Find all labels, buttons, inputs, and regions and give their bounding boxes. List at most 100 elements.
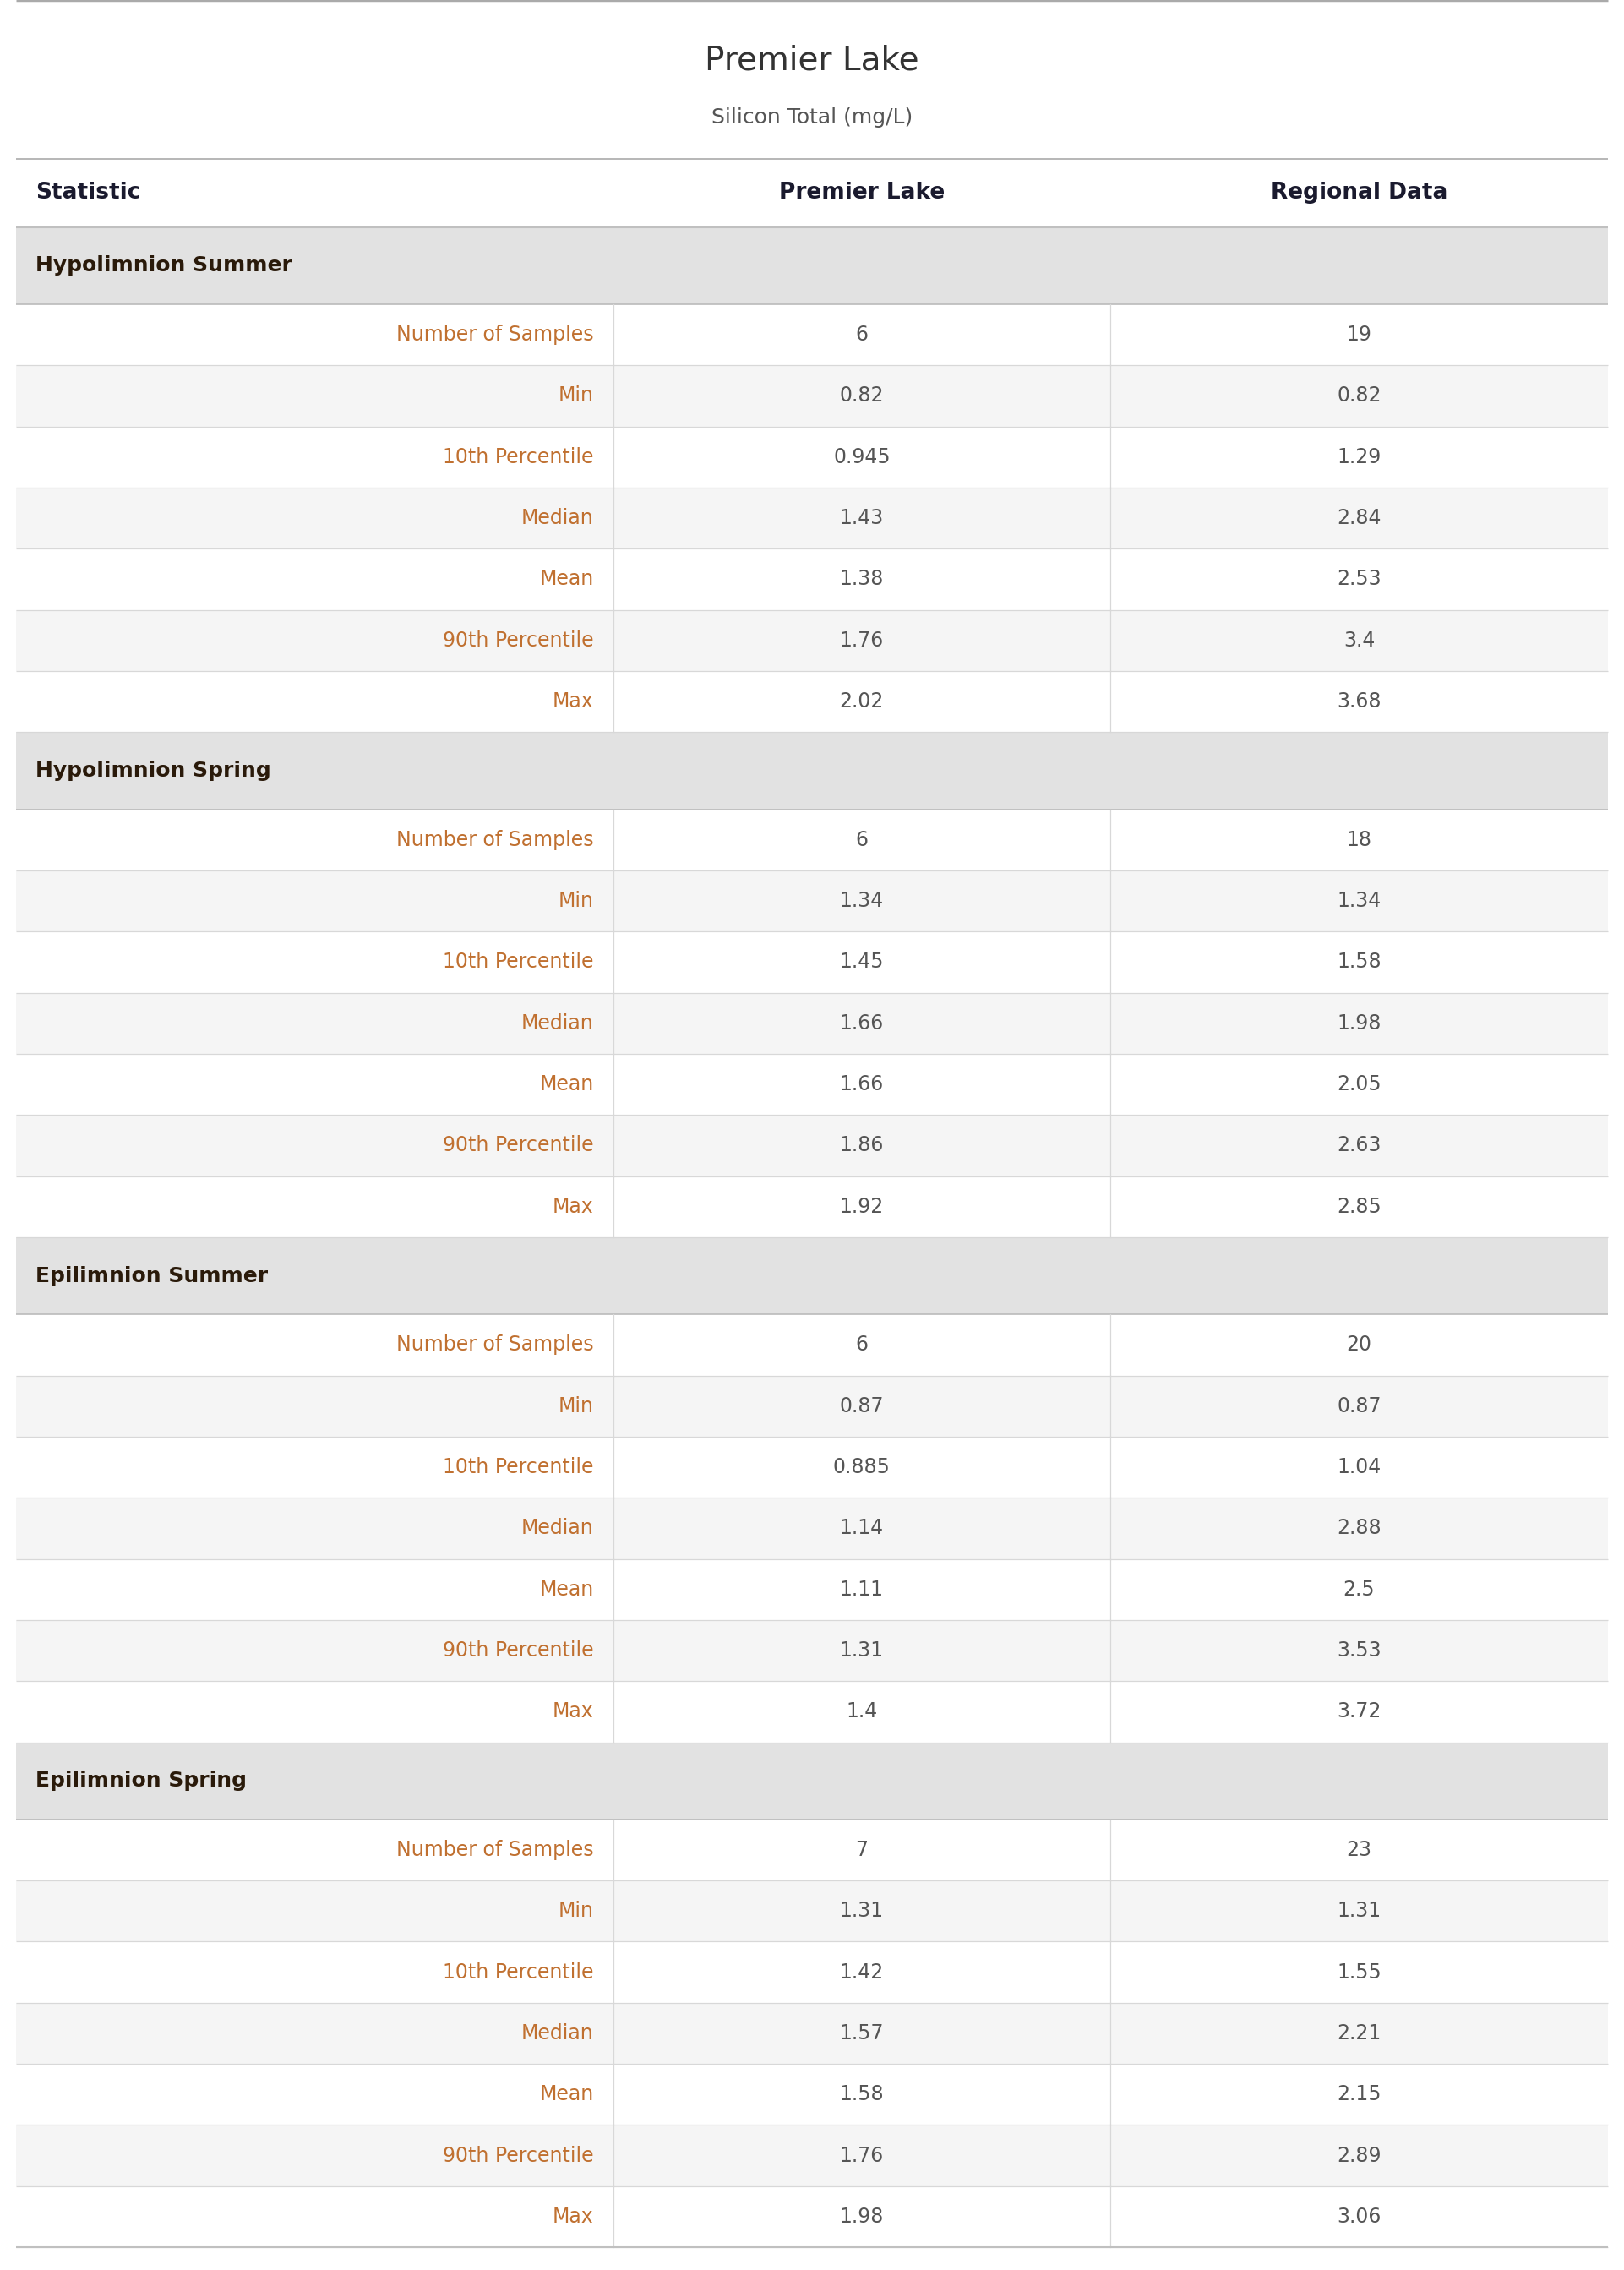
Text: 1.57: 1.57	[840, 2023, 883, 2043]
Text: Number of Samples: Number of Samples	[396, 1839, 594, 1859]
Text: Min: Min	[559, 1396, 594, 1416]
Text: 2.02: 2.02	[840, 692, 883, 713]
Text: 1.34: 1.34	[840, 890, 883, 910]
Text: Min: Min	[559, 1900, 594, 1920]
Text: 1.98: 1.98	[1337, 1012, 1382, 1033]
Bar	[16, 2186, 1608, 2247]
Text: Mean: Mean	[539, 570, 594, 590]
Text: 2.85: 2.85	[1337, 1196, 1382, 1217]
Bar	[16, 1115, 1608, 1176]
Text: 3.4: 3.4	[1343, 631, 1376, 651]
Text: Silicon Total (mg/L): Silicon Total (mg/L)	[711, 107, 913, 127]
Text: 0.82: 0.82	[1337, 386, 1382, 406]
Text: 3.53: 3.53	[1337, 1641, 1382, 1662]
Text: 1.11: 1.11	[840, 1580, 883, 1600]
Text: 10th Percentile: 10th Percentile	[443, 1457, 594, 1478]
Text: Epilimnion Spring: Epilimnion Spring	[36, 1771, 247, 1791]
Text: 2.53: 2.53	[1337, 570, 1382, 590]
Text: 2.15: 2.15	[1337, 2084, 1382, 2104]
Text: Epilimnion Summer: Epilimnion Summer	[36, 1267, 268, 1285]
Text: 1.45: 1.45	[840, 951, 883, 972]
Bar	[16, 2002, 1608, 2063]
Text: 0.945: 0.945	[833, 447, 890, 468]
Text: Max: Max	[552, 1196, 594, 1217]
Text: 1.66: 1.66	[840, 1074, 883, 1094]
Text: 3.06: 3.06	[1337, 2206, 1382, 2227]
Text: 1.66: 1.66	[840, 1012, 883, 1033]
Text: 2.89: 2.89	[1337, 2145, 1382, 2166]
Text: Min: Min	[559, 890, 594, 910]
Text: 1.76: 1.76	[840, 631, 883, 651]
Bar	[16, 1314, 1608, 1376]
Text: 2.63: 2.63	[1337, 1135, 1382, 1155]
Text: Premier Lake: Premier Lake	[705, 43, 919, 77]
Text: 1.29: 1.29	[1337, 447, 1380, 468]
Text: 1.58: 1.58	[1337, 951, 1382, 972]
Bar	[16, 1053, 1608, 1115]
Text: 3.72: 3.72	[1337, 1702, 1382, 1723]
Bar	[16, 1880, 1608, 1941]
Bar	[16, 1376, 1608, 1437]
Bar	[16, 731, 1608, 810]
Text: 1.42: 1.42	[840, 1961, 883, 1982]
Text: 90th Percentile: 90th Percentile	[443, 631, 594, 651]
Bar	[16, 1176, 1608, 1237]
Text: 0.87: 0.87	[840, 1396, 883, 1416]
Text: Mean: Mean	[539, 2084, 594, 2104]
Text: Hypolimnion Spring: Hypolimnion Spring	[36, 760, 271, 781]
Text: 1.86: 1.86	[840, 1135, 883, 1155]
Text: 1.31: 1.31	[840, 1900, 883, 1920]
Text: Max: Max	[552, 1702, 594, 1723]
Text: Median: Median	[521, 1519, 594, 1539]
Bar	[16, 1741, 1608, 1818]
Bar	[16, 1498, 1608, 1559]
Text: 90th Percentile: 90th Percentile	[443, 1641, 594, 1662]
Text: Mean: Mean	[539, 1074, 594, 1094]
Text: Statistic: Statistic	[36, 182, 141, 204]
Text: 1.92: 1.92	[840, 1196, 883, 1217]
Text: Median: Median	[521, 2023, 594, 2043]
Bar	[16, 1941, 1608, 2002]
Text: 2.05: 2.05	[1337, 1074, 1382, 1094]
Bar	[16, 1559, 1608, 1621]
Bar	[16, 869, 1608, 931]
Text: 0.82: 0.82	[840, 386, 883, 406]
Text: 1.04: 1.04	[1337, 1457, 1380, 1478]
Text: 20: 20	[1346, 1335, 1372, 1355]
Bar	[16, 1437, 1608, 1498]
Text: 10th Percentile: 10th Percentile	[443, 447, 594, 468]
Text: Max: Max	[552, 2206, 594, 2227]
Bar	[16, 611, 1608, 672]
Text: 3.68: 3.68	[1337, 692, 1382, 713]
Text: 1.34: 1.34	[1337, 890, 1380, 910]
Bar	[16, 365, 1608, 427]
Bar	[16, 931, 1608, 992]
Bar	[16, 992, 1608, 1053]
Text: Premier Lake: Premier Lake	[780, 182, 945, 204]
Text: 1.43: 1.43	[840, 508, 883, 529]
Bar	[16, 808, 1608, 869]
Text: Regional Data: Regional Data	[1270, 182, 1447, 204]
Bar	[16, 1682, 1608, 1741]
Text: 1.14: 1.14	[840, 1519, 883, 1539]
Text: 1.31: 1.31	[1337, 1900, 1380, 1920]
Bar	[16, 1237, 1608, 1314]
Text: Hypolimnion Summer: Hypolimnion Summer	[36, 257, 292, 275]
Text: 0.885: 0.885	[833, 1457, 890, 1478]
Text: 6: 6	[856, 829, 869, 849]
Text: Min: Min	[559, 386, 594, 406]
Bar	[16, 304, 1608, 365]
Text: Mean: Mean	[539, 1580, 594, 1600]
Text: 2.5: 2.5	[1343, 1580, 1376, 1600]
Text: Number of Samples: Number of Samples	[396, 325, 594, 345]
Text: Max: Max	[552, 692, 594, 713]
Bar	[16, 488, 1608, 549]
Text: 1.58: 1.58	[840, 2084, 883, 2104]
Text: 1.38: 1.38	[840, 570, 883, 590]
Bar	[16, 2125, 1608, 2186]
Text: 1.55: 1.55	[1337, 1961, 1382, 1982]
Text: 2.84: 2.84	[1337, 508, 1382, 529]
Text: 90th Percentile: 90th Percentile	[443, 2145, 594, 2166]
Text: 7: 7	[856, 1839, 869, 1859]
Text: Number of Samples: Number of Samples	[396, 829, 594, 849]
